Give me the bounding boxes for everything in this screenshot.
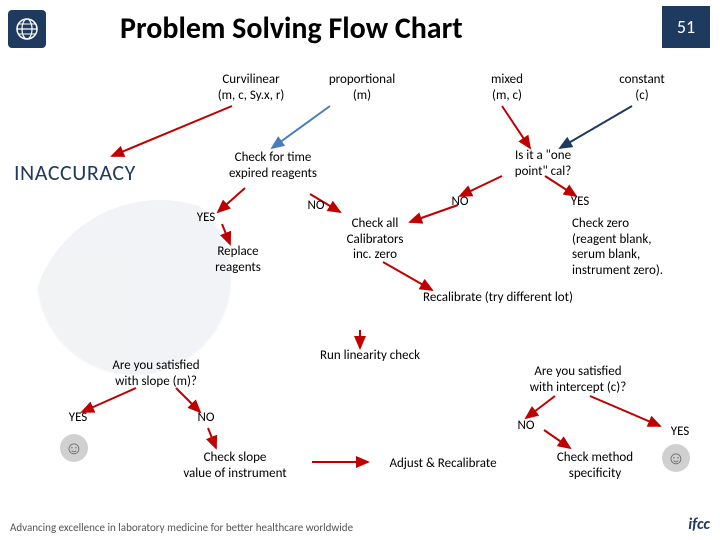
label-no4: NO [506,418,546,434]
label-yes1: YES [186,210,226,226]
label-no3: NO [186,410,226,426]
ifcc-logo: ifcc [688,515,710,534]
node-run-linearity: Run linearity check [290,348,450,364]
smiley-icon [60,434,88,462]
node-curvilinear: Curvilinear(m, c, Sy.x, r) [196,72,306,103]
label-no1: NO [296,198,336,214]
smiley-icon [662,444,690,472]
node-check-method: Check methodspecificity [540,450,650,481]
node-check-slope: Check slopevalue of instrument [160,450,310,481]
node-check-time: Check for timeexpired reagents [208,150,338,181]
header: Problem Solving Flow Chart 51 [0,0,720,58]
page-title: Problem Solving Flow Chart [120,10,463,47]
label-no2: NO [440,194,480,210]
node-recalibrate: Recalibrate (try different lot) [388,290,608,306]
label-yes4: YES [660,424,700,440]
label-yes3: YES [58,410,98,426]
label-yes2: YES [560,194,600,210]
node-satisfied-m: Are you satisfiedwith slope (m)? [96,358,216,389]
node-replace: Replacereagents [198,244,278,275]
page-number: 51 [662,6,710,48]
node-check-all: Check allCalibratorsinc. zero [330,216,420,263]
node-adjust: Adjust & Recalibrate [368,456,518,472]
node-check-zero: Check zero(reagent blank,serum blank,ins… [572,216,712,278]
node-inaccuracy: INACCURACY [14,160,174,186]
globe-icon [8,10,46,48]
footer-text: Advancing excellence in laboratory medic… [10,521,353,534]
node-mixed: mixed(m, c) [472,72,542,103]
node-satisfied-c: Are you satisfiedwith intercept (c)? [510,364,646,395]
node-one-point: Is it a "onepoint" cal? [498,148,588,179]
node-proportional: proportional(m) [312,72,412,103]
node-constant: constant(c) [602,72,682,103]
